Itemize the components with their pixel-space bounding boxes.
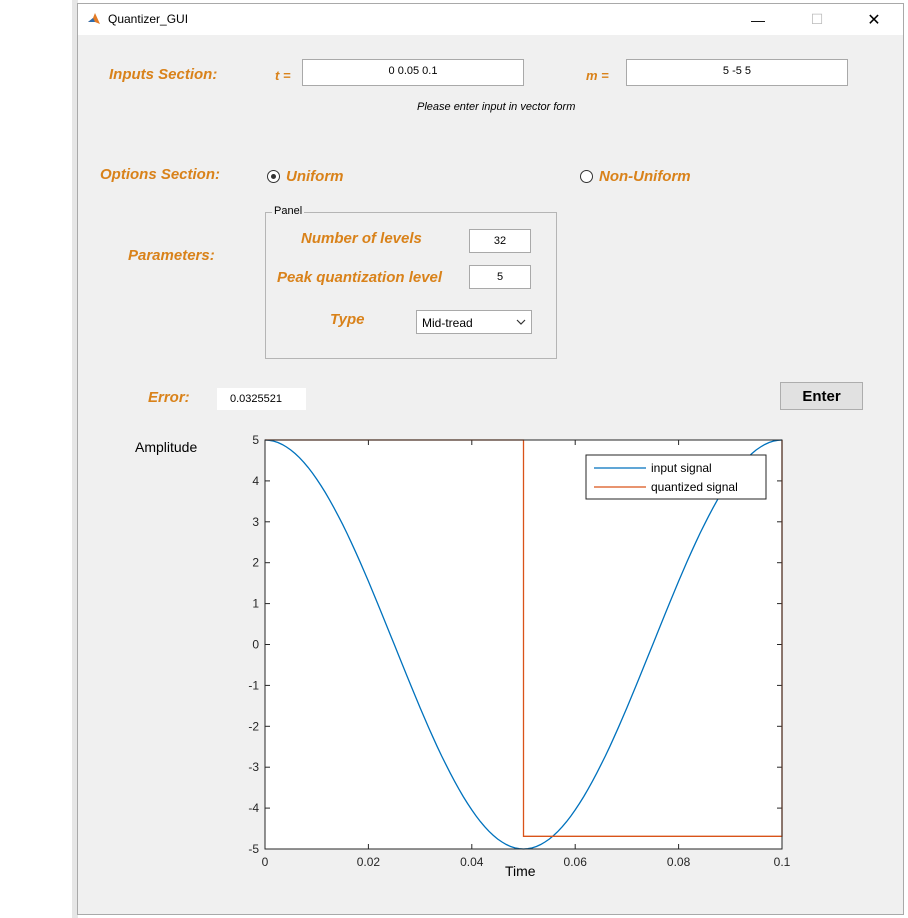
type-dropdown-value: Mid-tread bbox=[422, 316, 473, 330]
plot-frame bbox=[264, 439, 783, 850]
series-line-input bbox=[264, 439, 783, 850]
parameters-panel: Panel bbox=[265, 205, 557, 359]
uniform-radio[interactable]: Uniform bbox=[267, 168, 344, 185]
radio-selected-icon bbox=[267, 170, 280, 183]
x-tick-label: 0.06 bbox=[564, 855, 588, 869]
background-window-edge bbox=[72, 0, 78, 918]
y-tick-label: 2 bbox=[252, 556, 259, 570]
error-label: Error: bbox=[148, 389, 190, 406]
x-tick-label: 0 bbox=[262, 855, 269, 869]
chevron-down-icon bbox=[511, 311, 531, 333]
x-tick-label: 0.02 bbox=[357, 855, 381, 869]
y-tick-label: 3 bbox=[252, 515, 259, 529]
series-line-quantized bbox=[265, 439, 783, 837]
x-axis-title: Time bbox=[505, 863, 536, 879]
y-tick-label: -2 bbox=[248, 719, 259, 733]
y-tick-label: 4 bbox=[252, 474, 259, 488]
peak-input[interactable]: 5 bbox=[469, 265, 531, 289]
minimize-button[interactable]: — bbox=[751, 11, 765, 28]
m-label: m = bbox=[586, 68, 609, 83]
y-tick-label: -3 bbox=[248, 760, 259, 774]
plot-area bbox=[265, 440, 782, 849]
nonuniform-label: Non-Uniform bbox=[599, 168, 691, 185]
quantizer-window: Quantizer_GUI — ☐ ✕ Inputs Section: t = … bbox=[77, 3, 904, 915]
y-tick-label: -1 bbox=[248, 678, 259, 692]
close-button[interactable]: ✕ bbox=[867, 11, 881, 29]
legend-box bbox=[585, 454, 767, 500]
title-bar: Quantizer_GUI — ☐ ✕ bbox=[78, 4, 903, 35]
matlab-icon bbox=[88, 13, 100, 24]
y-tick-label: 1 bbox=[252, 597, 259, 611]
y-axis-title: Amplitude bbox=[135, 439, 198, 455]
window-title: Quantizer_GUI bbox=[108, 12, 189, 26]
type-label: Type bbox=[330, 311, 365, 328]
m-input[interactable]: 5 -5 5 bbox=[626, 59, 848, 86]
parameters-label: Parameters: bbox=[128, 247, 215, 264]
y-tick-label: 5 bbox=[252, 433, 259, 447]
x-tick-label: 0.08 bbox=[667, 855, 691, 869]
y-tick-label: -5 bbox=[248, 842, 259, 856]
enter-button[interactable]: Enter bbox=[780, 382, 863, 410]
peak-label: Peak quantization level bbox=[277, 269, 443, 286]
uniform-label: Uniform bbox=[286, 168, 344, 185]
panel-title: Panel bbox=[272, 205, 305, 217]
inputs-section-label: Inputs Section: bbox=[109, 66, 218, 83]
levels-input[interactable]: 32 bbox=[469, 229, 531, 253]
legend-label: input signal bbox=[651, 461, 712, 475]
error-value: 0.0325521 bbox=[217, 388, 306, 410]
levels-label: Number of levels bbox=[301, 230, 422, 247]
type-dropdown[interactable]: Mid-tread bbox=[416, 310, 532, 334]
nonuniform-radio[interactable]: Non-Uniform bbox=[580, 168, 691, 185]
t-input[interactable]: 0 0.05 0.1 bbox=[302, 59, 524, 86]
radio-unselected-icon bbox=[580, 170, 593, 183]
x-tick-label: 0.04 bbox=[460, 855, 484, 869]
input-hint: Please enter input in vector form bbox=[417, 101, 576, 113]
y-tick-label: -4 bbox=[248, 801, 259, 815]
t-label: t = bbox=[275, 68, 291, 83]
maximize-button[interactable]: ☐ bbox=[810, 11, 824, 27]
options-section-label: Options Section: bbox=[100, 166, 220, 183]
y-tick-label: 0 bbox=[252, 638, 259, 652]
x-tick-label: 0.1 bbox=[774, 855, 791, 869]
legend-label: quantized signal bbox=[651, 480, 738, 494]
